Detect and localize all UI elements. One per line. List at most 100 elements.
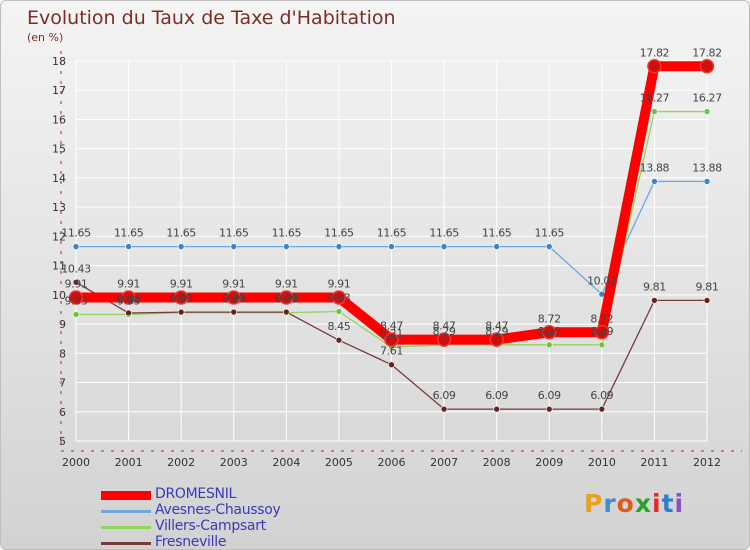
data-point [651,297,658,304]
data-point [545,405,553,413]
x-tick-label: 2001 [115,456,143,469]
y-tick-label: 5 [59,435,66,448]
data-label: 16.27 [692,92,722,105]
data-labels: 9.91 9.91 9.91 9.91 9.91 9.91 8.47 8.47 8.47 8.72… [61,46,722,402]
data-label: 11.65 [377,227,407,240]
data-label: 10.43 [61,262,91,275]
data-point [545,341,553,349]
data-point [283,308,290,316]
data-label: 11.65 [114,227,144,240]
chart-subtitle: (en %) [27,31,64,44]
data-point [335,243,343,250]
data-label: 6.09 [538,389,561,402]
data-point [440,243,448,250]
data-label: 9.41 [170,292,193,305]
x-tick-label: 2000 [62,456,90,469]
data-point [388,361,395,369]
data-label: 8.47 [433,320,456,333]
x-tick-label: 2011 [640,456,668,469]
data-point [72,311,80,318]
data-label: 9.91 [275,277,298,290]
data-point [230,243,238,250]
data-point [493,243,500,250]
y-tick-label: 14 [52,172,66,185]
data-label: 13.88 [692,161,722,174]
data-point [699,59,715,74]
data-label: 13.88 [640,161,670,174]
data-label: 8.72 [590,312,613,325]
data-label: 9.91 [117,277,140,290]
legend-swatch [101,542,151,545]
y-tick-label: 8 [59,347,66,360]
y-tick-label: 13 [52,201,66,214]
axes: 5 6 7 8 9 10 11 12 13 14 15 16 17 18 2000 2001 2002 2003 2… [52,51,742,469]
data-point [335,336,343,344]
grid [75,60,708,442]
legend-swatch [101,526,151,529]
data-label: 6.09 [590,389,613,402]
data-point [542,325,557,340]
legend-label: Avesnes-Chaussoy [155,502,281,518]
x-tick-label: 2008 [483,456,511,469]
y-tick-label: 16 [52,113,66,126]
data-label: 9.81 [696,280,719,293]
data-point [121,290,136,305]
data-label: 17.82 [692,46,722,59]
x-tick-label: 2006 [378,456,406,469]
y-tick-label: 11 [52,260,66,273]
y-tick-label: 6 [59,406,66,419]
data-label: 9.39 [170,293,193,306]
data-point [647,59,662,74]
data-point [493,405,500,413]
data-label: 8.45 [327,320,350,333]
data-point [489,332,504,347]
x-tick-label: 2007 [430,456,458,469]
data-point [279,290,294,305]
data-point [384,332,399,347]
data-point [226,290,241,305]
x-tick-label: 2012 [693,456,721,469]
data-label: 7.61 [380,345,403,358]
data-point [651,178,658,185]
data-label: 11.65 [61,227,91,240]
data-point [72,243,80,250]
data-label: 11.65 [166,227,196,240]
x-tick-label: 2004 [272,456,300,469]
data-label: 8.72 [538,312,561,325]
y-tick-label: 17 [52,84,66,97]
logo-letter: i [674,489,685,518]
data-point [125,309,132,317]
data-label: 9.81 [643,280,666,293]
data-point [436,332,452,347]
proxiti-logo: Proxiti [584,489,684,518]
logo-letter: x [634,489,652,518]
data-label: 9.38 [117,293,140,306]
data-label: 9.41 [222,292,245,305]
data-label: 8.21 [380,327,403,340]
x-tick-label: 2010 [588,456,616,469]
data-label: 8.29 [538,325,561,338]
data-point [335,308,343,315]
legend-swatch [101,510,151,513]
data-label: 11.65 [429,227,459,240]
data-label: 8.47 [485,320,508,333]
data-label: 8.29 [485,325,508,338]
y-tick-label: 7 [59,377,66,390]
data-point [545,243,553,250]
data-point [230,308,238,316]
data-label: 8.47 [380,320,403,333]
chart-title: Evolution du Taux de Taxe d'Habitation [27,7,396,29]
y-tick-label: 15 [52,143,66,156]
data-label: 10.02 [587,274,617,287]
logo-letter: P [584,489,604,518]
x-tick-label: 2003 [220,456,248,469]
data-point [703,178,711,185]
data-label: 11.65 [535,227,565,240]
data-point [72,278,80,286]
logo-letter: t [661,489,675,518]
legend-label: Fresneville [155,534,227,550]
data-label: 11.65 [482,227,512,240]
data-point [594,325,610,340]
data-point [125,243,132,250]
